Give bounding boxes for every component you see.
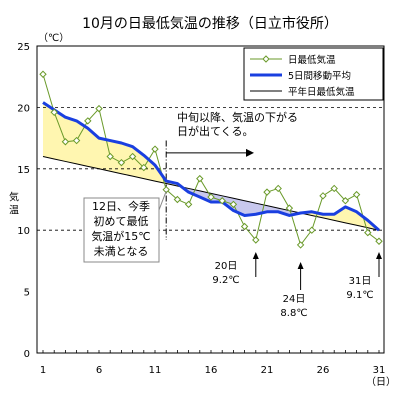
y-gridlines — [37, 107, 384, 231]
daily-min-point-1 — [39, 70, 47, 78]
trend-note-line-1: 日が出てくる。 — [177, 124, 253, 138]
moving-average-line — [42, 101, 380, 232]
legend-label-1: 5日間移動平均 — [288, 70, 351, 82]
daily-min-point-10 — [140, 163, 148, 172]
low20-arrow-head — [252, 252, 259, 259]
y-axis-title: 気温 — [9, 191, 19, 217]
daily-min-point-28 — [341, 197, 350, 205]
x-tick-label-31: 31 — [373, 365, 386, 376]
series-lines — [39, 70, 383, 249]
daily-min-point-17 — [218, 197, 226, 205]
low20-note-line-1: 9.2℃ — [212, 275, 239, 286]
trend-arrow-head — [246, 148, 254, 157]
y-tick-label-5: 5 — [24, 288, 30, 299]
warm-area-0 — [43, 102, 182, 187]
daily-min-point-11 — [151, 145, 159, 153]
low31-note-line-1: 9.1℃ — [346, 290, 373, 301]
daily-min-point-3 — [61, 138, 70, 146]
y-tick-label-20: 20 — [17, 103, 30, 114]
daily-min-point-24 — [296, 241, 305, 249]
first-note-box — [83, 197, 160, 263]
low24-note-line-0: 24日 — [283, 294, 306, 305]
daily-min-point-19 — [240, 222, 249, 231]
low24-arrow-head — [297, 262, 304, 269]
low24-note-line-1: 8.8℃ — [280, 308, 307, 319]
daily-min-point-29 — [352, 190, 361, 199]
daily-min-point-16 — [207, 193, 215, 201]
x-tick-label-11: 11 — [149, 365, 162, 376]
legend-label-2: 平年日最低気温 — [288, 86, 355, 98]
daily-min-point-25 — [308, 226, 316, 234]
daily-min-point-22 — [274, 184, 282, 193]
chart-title: 10月の日最低気温の推移（日立市役所） — [82, 15, 338, 32]
daily-min-point-6 — [95, 104, 103, 113]
x-tick-label-21: 21 — [261, 365, 274, 376]
legend-label-0: 日最低気温 — [288, 54, 336, 66]
y-axis-title-char-0: 気 — [9, 191, 19, 204]
low31-arrow-head — [376, 252, 382, 259]
y-tick-label-25: 25 — [17, 42, 30, 53]
daily-min-point-13 — [173, 195, 182, 204]
daily-min-point-15 — [196, 174, 204, 183]
daily-min-point-14 — [184, 200, 193, 209]
first-note-line-1: 初めて最低 — [94, 214, 149, 228]
y-tick-label-0: 0 — [24, 349, 30, 360]
first-note-line-3: 未満となる — [94, 245, 149, 258]
daily-min-point-30 — [364, 228, 372, 237]
daily-min-point-26 — [319, 192, 327, 200]
x-unit-label: （日） — [366, 376, 396, 388]
x-tick-label-26: 26 — [317, 365, 330, 376]
daily-min-point-7 — [106, 152, 114, 161]
daily-min-point-2 — [50, 108, 58, 117]
first-note-line-2: 気温が15℃ — [91, 229, 150, 243]
daily-min-point-8 — [117, 158, 126, 167]
daily-min-point-27 — [330, 184, 338, 193]
daily-min-point-4 — [72, 136, 81, 145]
y-axis-title-char-1: 温 — [9, 205, 19, 217]
x-tick-label-1: 1 — [40, 365, 46, 376]
first-note-leader — [158, 191, 167, 211]
daily-min-point-12 — [162, 185, 170, 194]
y-tick-label-15: 15 — [17, 165, 30, 176]
legend-marker-0 — [262, 55, 270, 63]
daily-min-point-18 — [229, 200, 238, 209]
x-tick-label-16: 16 — [205, 365, 218, 376]
daily-min-point-23 — [285, 204, 294, 212]
warm-area-2 — [300, 206, 379, 231]
daily-min-point-9 — [128, 152, 137, 161]
low31-note-line-0: 31日 — [349, 276, 372, 287]
daily-min-point-21 — [263, 188, 271, 196]
y-tick-label-10: 10 — [17, 226, 30, 237]
plot-frame — [36, 45, 385, 354]
daily-min-point-31 — [375, 237, 383, 245]
low20-note-line-0: 20日 — [215, 261, 238, 272]
y-unit-label: （℃） — [38, 32, 69, 44]
first-note-line-0: 12日、今季 — [92, 199, 150, 213]
x-tick-label-6: 6 — [96, 365, 102, 376]
trend-note-line-0: 中旬以降、気温の下がる — [177, 110, 298, 124]
daily-min-point-5 — [84, 117, 92, 125]
daily-min-point-20 — [252, 236, 260, 244]
